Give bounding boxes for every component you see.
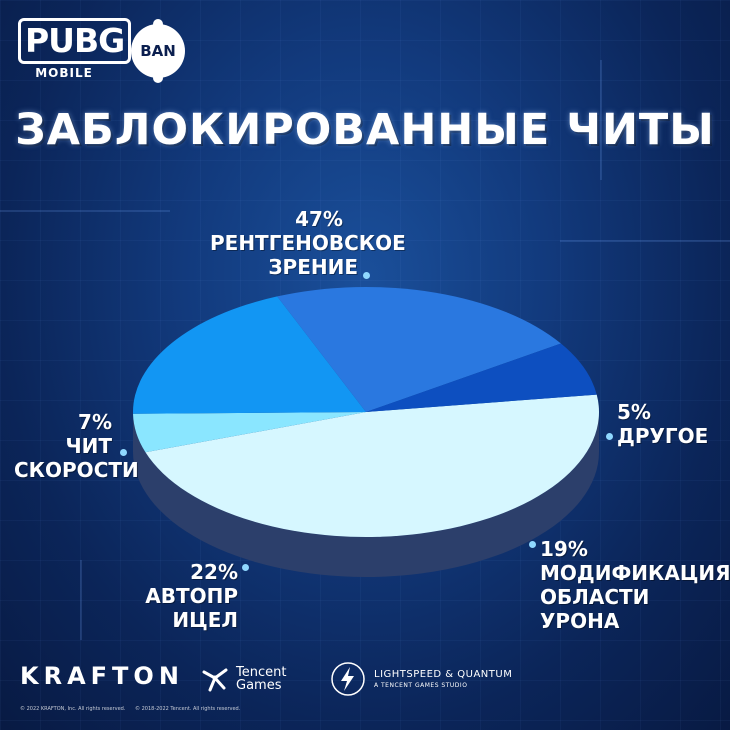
tencent-swirl-icon xyxy=(202,668,228,692)
pubg-logo-sub: MOBILE xyxy=(35,66,93,80)
slice-name-speed-2: СКОРОСТИ xyxy=(14,458,139,482)
tencent-text: Tencent Games xyxy=(236,666,286,692)
slice-dot-speed xyxy=(120,449,127,456)
lightspeed-line-2: A TENCENT GAMES STUDIO xyxy=(374,682,468,689)
slice-label-speed: 7% ЧИТ СКОРОСТИ xyxy=(14,410,139,482)
krafton-logo: KRAFTON xyxy=(20,662,184,690)
slice-pct-xray: 47% xyxy=(295,207,343,231)
chart-title: ЗАБЛОКИРОВАННЫЕ ЧИТЫ xyxy=(15,105,715,155)
slice-name-xray-2: ЗРЕНИЕ xyxy=(268,255,358,279)
tencent-line-1: Tencent xyxy=(236,665,287,680)
copyright-krafton: © 2022 KRAFTON, Inc. All rights reserved… xyxy=(20,706,126,712)
lightspeed-quantum-logo: LIGHTSPEED & QUANTUM A TENCENT GAMES STU… xyxy=(330,658,512,700)
pubg-logo-word: PUBG xyxy=(18,18,132,64)
slice-name-damage-2: ОБЛАСТИ УРОНА xyxy=(540,585,650,633)
slice-name-damage-1: МОДИФИКАЦИЯ xyxy=(540,561,730,585)
pie-slice-damage xyxy=(133,296,366,414)
deco-line xyxy=(560,240,730,242)
slice-label-other: 5% ДРУГОЕ xyxy=(617,400,708,448)
lightspeed-text: LIGHTSPEED & QUANTUM A TENCENT GAMES STU… xyxy=(374,669,512,689)
slice-name-aimbot: АВТОПР ИЦЕЛ xyxy=(145,584,238,632)
pie-slice-xray xyxy=(145,394,599,538)
deco-line xyxy=(0,210,170,212)
slice-label-damage: 19% МОДИФИКАЦИЯ ОБЛАСТИ УРОНА xyxy=(540,537,730,633)
slice-label-aimbot: 22% АВТОПР ИЦЕЛ xyxy=(110,560,238,632)
deco-line xyxy=(600,60,602,180)
slice-dot-other xyxy=(606,433,613,440)
slice-name-other: ДРУГОЕ xyxy=(617,424,709,448)
ban-badge: BAN xyxy=(131,19,185,83)
pie-slice-other xyxy=(133,412,366,453)
slice-pct-aimbot: 22% xyxy=(190,560,238,584)
slice-dot-xray xyxy=(363,272,370,279)
slice-name-xray-1: РЕНТГЕНОВСКОЕ xyxy=(210,231,406,255)
slice-label-xray: 47% РЕНТГЕНОВСКОЕ ЗРЕНИЕ xyxy=(210,207,406,279)
pie-slice-aimbot xyxy=(277,287,561,412)
tencent-games-logo: Tencent Games xyxy=(200,662,286,696)
slice-pct-other: 5% xyxy=(617,400,651,424)
pubg-mobile-logo: PUBG MOBILE xyxy=(18,18,132,88)
copyright-tencent: © 2018-2022 Tencent. All rights reserved… xyxy=(135,706,241,712)
slice-dot-damage xyxy=(529,541,536,548)
deco-line xyxy=(80,560,82,640)
pie-slice-speed xyxy=(366,343,597,412)
slice-pct-speed: 7% xyxy=(78,410,112,434)
slice-dot-aimbot xyxy=(242,564,249,571)
slice-name-speed-1: ЧИТ xyxy=(65,434,112,458)
lightning-bolt-icon xyxy=(331,662,365,696)
tencent-line-2: Games xyxy=(236,678,282,693)
lightspeed-line-1: LIGHTSPEED & QUANTUM xyxy=(374,669,513,680)
pie-side xyxy=(133,412,599,577)
slice-pct-damage: 19% xyxy=(540,537,588,561)
